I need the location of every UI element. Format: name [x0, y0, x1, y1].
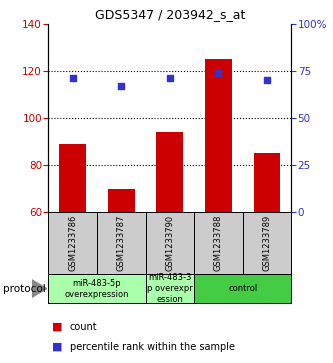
Bar [108, 189, 135, 212]
Polygon shape [32, 280, 47, 298]
Bar [205, 59, 232, 212]
Text: GSM1233790: GSM1233790 [165, 215, 174, 271]
Text: protocol: protocol [3, 284, 46, 294]
Text: miR-483-3
p overexpr
ession: miR-483-3 p overexpr ession [147, 273, 193, 304]
Title: GDS5347 / 203942_s_at: GDS5347 / 203942_s_at [95, 8, 245, 21]
Bar [254, 153, 280, 212]
Point [216, 70, 221, 76]
Point [264, 77, 270, 83]
Text: ■: ■ [52, 322, 62, 332]
Bar [157, 132, 183, 212]
Text: GSM1233786: GSM1233786 [68, 215, 77, 272]
Point [70, 76, 75, 81]
Point [119, 83, 124, 89]
Text: miR-483-5p
overexpression: miR-483-5p overexpression [65, 278, 129, 299]
Bar [59, 144, 86, 212]
Text: count: count [70, 322, 98, 332]
Text: ■: ■ [52, 342, 62, 352]
Text: GSM1233789: GSM1233789 [262, 215, 272, 271]
Text: GSM1233788: GSM1233788 [214, 215, 223, 272]
Text: control: control [228, 284, 257, 293]
Text: GSM1233787: GSM1233787 [117, 215, 126, 272]
Text: percentile rank within the sample: percentile rank within the sample [70, 342, 235, 352]
Point [167, 76, 172, 81]
